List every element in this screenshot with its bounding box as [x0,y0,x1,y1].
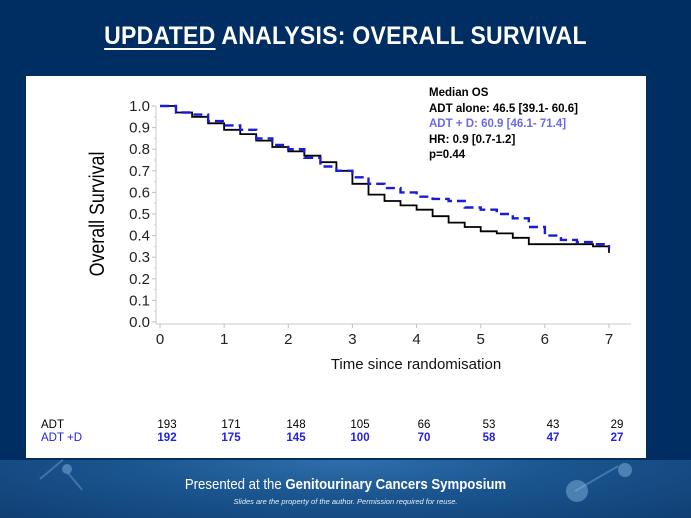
y-tick-label: 0.4 [129,228,150,245]
risk-count: 148 [286,419,306,431]
footer-symposium-name: Genitourinary Cancers Symposium [285,476,507,493]
median-os-annotation: Median OS ADT alone: 46.5 [39.1- 60.6] A… [429,86,578,164]
risk-count: 192 [157,432,177,444]
y-tick-label: 0.5 [129,206,150,223]
y-axis-label: Overall Survival [86,152,110,277]
x-tick-label: 1 [220,331,228,348]
molecule-decoration [566,480,588,502]
risk-count: 53 [482,419,496,431]
series-adt-d-line [160,104,611,249]
title-rest: ANALYSIS: OVERALL SURVIVAL [215,22,587,50]
risk-count: 47 [546,432,560,444]
risk-row-label: ADT [41,419,64,431]
y-tick-label: 0.6 [129,184,150,201]
curves [160,104,611,253]
risk-count: 100 [350,432,370,444]
series-adt-line [160,105,610,253]
slide-title: UPDATED ANALYSIS: OVERALL SURVIVAL [28,22,664,51]
annotation-adt-alone: ADT alone: 46.5 [39.1- 60.6] [429,102,578,115]
y-tick-label: 0.8 [129,141,150,158]
molecule-decoration [618,463,632,477]
annotation-p-value: p=0.44 [429,149,466,161]
risk-count: 29 [610,419,624,431]
y-tick-label: 0.9 [129,120,150,137]
annotation-heading: Median OS [429,87,489,99]
y-tick-label: 0.1 [129,292,150,309]
annotation-adt-d: ADT + D: 60.9 [46.1- 71.4] [429,118,567,130]
footer-presented-at: Presented at the Genitourinary Cancers S… [41,476,649,493]
y-tick-label: 0.0 [129,314,150,331]
title-underlined-word: UPDATED [104,22,216,50]
risk-count: 27 [610,432,624,444]
x-tick-label: 6 [541,331,549,348]
risk-count: 193 [157,419,177,431]
x-tick-label: 3 [348,331,356,348]
x-tick-label: 2 [284,331,292,348]
y-tick-label: 0.7 [129,163,150,180]
axes: 0.0 0.1 0.2 0.3 0.4 0.5 0.6 0.7 0.8 0.9 1.0 0 1 2 3 4 5 6… [129,98,631,348]
footer-banner: Presented at the Genitourinary Cancers S… [0,458,691,518]
risk-count: 171 [221,419,241,431]
risk-count: 145 [286,432,306,444]
y-tick-label: 1.0 [129,98,150,115]
risk-row-label: ADT +D [41,432,83,444]
x-tick-label: 4 [412,331,420,348]
y-tick-label: 0.2 [129,271,150,288]
risk-count: 70 [417,432,431,444]
molecule-decoration [62,464,72,474]
footer-copyright-note: Slides are the property of the author. P… [233,497,458,506]
x-tick-label: 0 [156,331,164,348]
y-tick-label: 0.3 [129,249,150,266]
risk-count: 105 [350,419,370,431]
risk-count: 175 [221,432,241,444]
risk-count: 66 [417,419,431,431]
footer-prefix: Presented at the [184,476,286,493]
chart-panel [26,76,646,458]
x-tick-label: 5 [477,331,485,348]
annotation-hr: HR: 0.9 [0.7-1.2] [429,133,516,146]
risk-count: 58 [482,432,496,444]
x-axis-label: Time since randomisation [331,356,501,373]
x-tick-label: 7 [605,331,613,348]
risk-count: 43 [546,419,560,431]
